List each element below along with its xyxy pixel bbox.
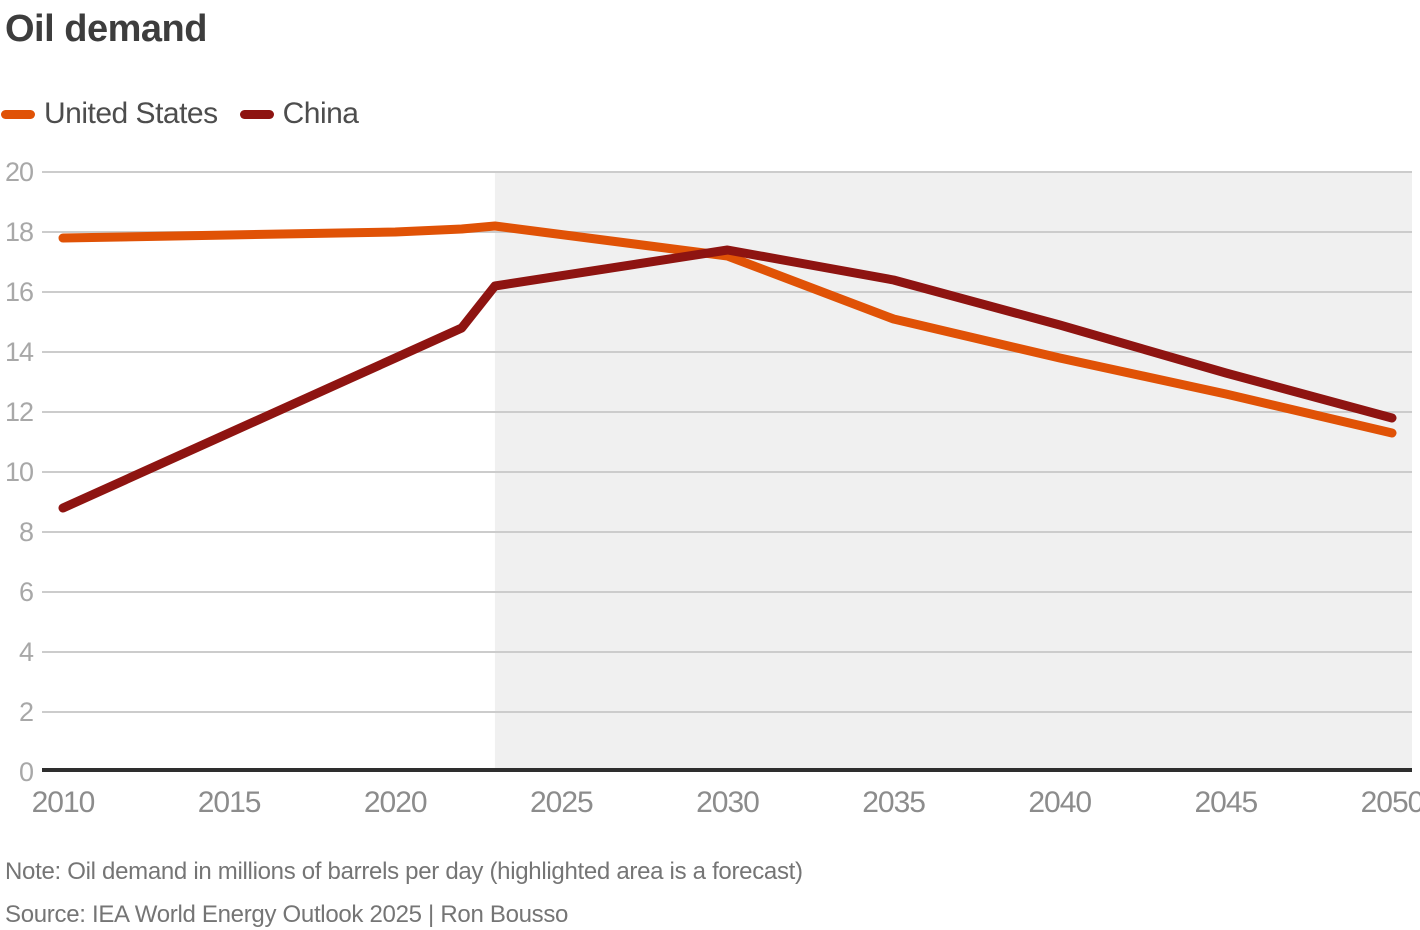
forecast-band xyxy=(494,171,1412,768)
x-tick-label-2010: 2010 xyxy=(32,786,95,819)
x-tick-label-2045: 2045 xyxy=(1195,786,1258,819)
china-line-swatch-icon xyxy=(239,109,274,119)
y-tick-label-18: 18 xyxy=(5,217,33,247)
x-tick-label-2050: 2050 xyxy=(1361,786,1420,819)
x-tick-label-2040: 2040 xyxy=(1028,786,1091,819)
x-tick-label-2030: 2030 xyxy=(696,786,759,819)
y-tick-label-12: 12 xyxy=(5,397,33,427)
y-tick-label-20: 20 xyxy=(5,157,33,187)
x-tick-label-2025: 2025 xyxy=(530,786,593,819)
legend-item-china: China xyxy=(239,97,359,131)
united-states-line-swatch-icon xyxy=(1,109,35,119)
legend-label-united-states: United States xyxy=(44,97,218,130)
chart-note: Note: Oil demand in millions of barrels … xyxy=(5,858,803,885)
y-tick-label-4: 4 xyxy=(19,637,34,667)
y-tick-label-6: 6 xyxy=(19,577,33,607)
series-line-china xyxy=(58,245,1397,513)
series-line-united-states xyxy=(58,221,1397,438)
line-chart-plot-area: 0 2 4 6 8 10 12 14 16 18 20 2010 2015 2020 2025 2030 203… xyxy=(5,157,1420,819)
x-tick-label-2020: 2020 xyxy=(364,786,427,819)
legend-label-china: China xyxy=(282,97,359,130)
y-tick-label-0: 0 xyxy=(19,757,33,787)
y-tick-label-16: 16 xyxy=(5,277,33,307)
y-tick-label-2: 2 xyxy=(19,697,33,727)
chart-source: Source: IEA World Energy Outlook 2025 | … xyxy=(5,901,569,928)
y-tick-label-10: 10 xyxy=(5,457,33,487)
y-tick-label-8: 8 xyxy=(19,517,33,547)
legend: United States China xyxy=(1,97,359,131)
y-tick-label-14: 14 xyxy=(5,337,34,367)
legend-item-united-states: United States xyxy=(1,97,218,131)
chart-title: Oil demand xyxy=(5,8,207,50)
x-tick-label-2015: 2015 xyxy=(198,786,261,819)
x-tick-label-2035: 2035 xyxy=(862,786,925,819)
